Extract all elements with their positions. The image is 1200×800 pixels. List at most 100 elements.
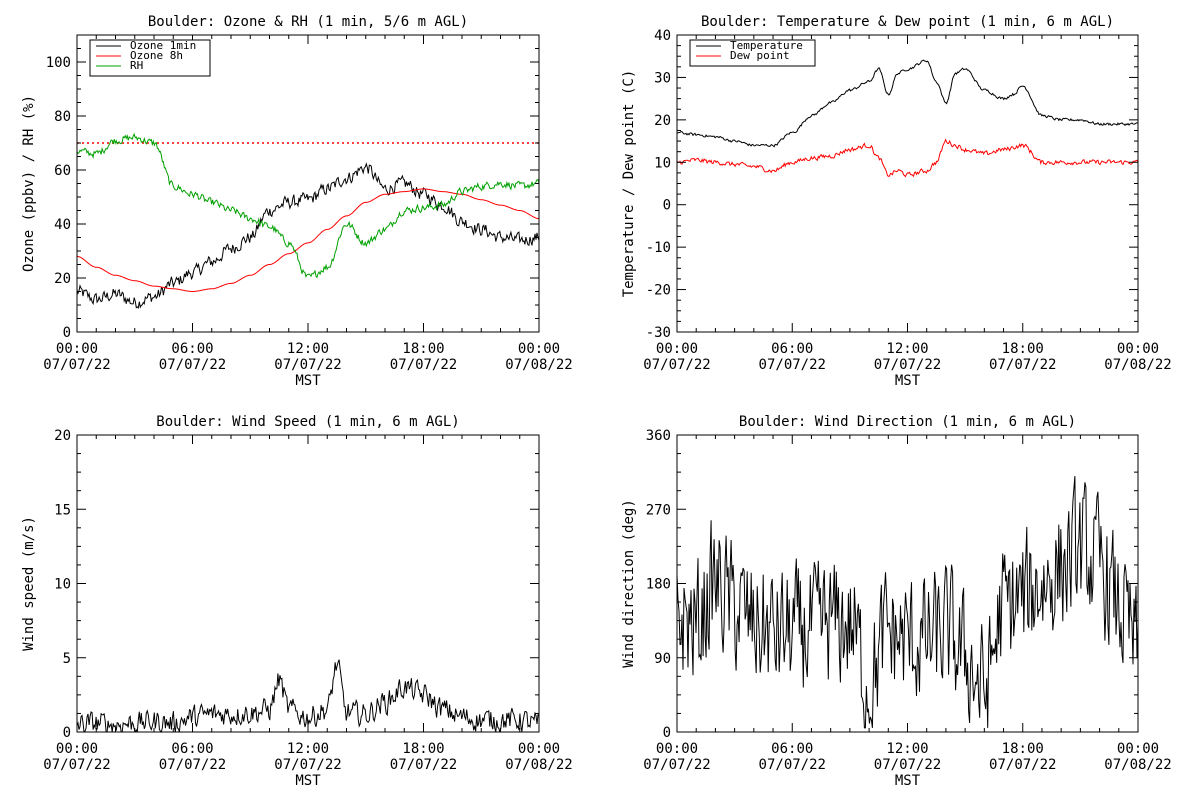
x-tick-time: 12:00 — [287, 341, 329, 357]
series-group — [677, 59, 1138, 178]
plot-frame — [676, 434, 1139, 733]
y-tick-label: 40 — [54, 217, 71, 233]
legend-label: Ozone 1min — [130, 39, 196, 52]
x-tick-date: 07/07/22 — [390, 357, 457, 373]
x-tick-time: 06:00 — [171, 341, 213, 357]
x-tick-date: 07/08/22 — [505, 357, 572, 373]
series-group — [77, 659, 539, 732]
x-tick-time: 06:00 — [771, 341, 813, 357]
legend-label: RH — [130, 59, 143, 72]
x-axis-label: MST — [295, 373, 321, 389]
series-line-ozone-8h — [77, 188, 539, 292]
x-tick-time: 12:00 — [287, 741, 329, 757]
x-tick-date: 07/08/22 — [1104, 357, 1171, 373]
y-tick-label: 10 — [54, 577, 71, 593]
x-tick-time: 00:00 — [518, 341, 560, 357]
x-tick-time: 12:00 — [886, 741, 928, 757]
x-tick-date: 07/07/22 — [43, 757, 110, 773]
x-tick-time: 18:00 — [402, 741, 444, 757]
x-tick-time: 06:00 — [771, 741, 813, 757]
x-tick-date: 07/08/22 — [1104, 757, 1171, 773]
y-tick-label: -20 — [646, 283, 671, 299]
x-tick-date: 07/07/22 — [43, 357, 110, 373]
x-tick-time: 00:00 — [56, 741, 98, 757]
x-tick-date: 07/07/22 — [874, 757, 941, 773]
y-tick-label: 80 — [54, 109, 71, 125]
y-axis-label: Ozone (ppbv) / RH (%) — [21, 95, 37, 272]
chart-winddir: Boulder: Wind Direction (1 min, 6 m AGL)… — [621, 414, 1172, 789]
x-tick-date: 07/07/22 — [874, 357, 941, 373]
plot-frame — [676, 34, 1139, 333]
chart-title: Boulder: Wind Speed (1 min, 6 m AGL) — [156, 414, 459, 430]
y-tick-label: 180 — [646, 577, 671, 593]
series-line-dew-point — [677, 138, 1138, 178]
x-tick-date: 07/08/22 — [505, 757, 572, 773]
y-tick-label: 20 — [654, 113, 671, 129]
y-tick-label: 0 — [663, 725, 671, 741]
x-axis-label: MST — [895, 373, 921, 389]
x-tick-date: 07/07/22 — [759, 757, 826, 773]
x-tick-time: 00:00 — [656, 741, 698, 757]
x-tick-time: 00:00 — [1117, 741, 1159, 757]
y-axis-label: Wind direction (deg) — [621, 499, 637, 668]
series-line-rh — [77, 132, 539, 279]
y-tick-label: -10 — [646, 240, 671, 256]
x-tick-date: 07/07/22 — [643, 757, 710, 773]
x-tick-date: 07/07/22 — [989, 357, 1056, 373]
chart-temperature: Boulder: Temperature & Dew point (1 min,… — [621, 14, 1172, 389]
x-tick-time: 00:00 — [518, 741, 560, 757]
y-axis-label: Temperature / Dew point (C) — [621, 70, 637, 298]
series-line-ozone-1min — [77, 162, 539, 309]
series-line-temperature — [677, 59, 1138, 148]
x-tick-date: 07/07/22 — [159, 357, 226, 373]
y-tick-label: 30 — [654, 70, 671, 86]
y-tick-label: 0 — [63, 325, 71, 341]
x-tick-date: 07/07/22 — [274, 757, 341, 773]
y-tick-label: 40 — [654, 28, 671, 44]
x-tick-time: 18:00 — [1002, 741, 1044, 757]
y-axis-label: Wind speed (m/s) — [21, 516, 37, 651]
x-tick-time: 12:00 — [886, 341, 928, 357]
y-tick-label: 0 — [63, 725, 71, 741]
x-tick-time: 06:00 — [171, 741, 213, 757]
x-tick-date: 07/07/22 — [159, 757, 226, 773]
y-tick-label: -30 — [646, 325, 671, 341]
x-tick-time: 00:00 — [56, 341, 98, 357]
chart-title: Boulder: Ozone & RH (1 min, 5/6 m AGL) — [148, 14, 468, 30]
series-group — [77, 132, 539, 309]
chart-title: Boulder: Wind Direction (1 min, 6 m AGL) — [739, 414, 1076, 430]
x-tick-time: 00:00 — [656, 341, 698, 357]
y-tick-label: 270 — [646, 502, 671, 518]
y-tick-label: 360 — [646, 428, 671, 444]
series-group — [677, 476, 1138, 729]
y-tick-label: 10 — [654, 155, 671, 171]
x-tick-date: 07/07/22 — [274, 357, 341, 373]
x-axis-label: MST — [895, 773, 921, 789]
legend-label: Ozone 8h — [130, 49, 183, 62]
plot-frame — [76, 34, 540, 333]
chart-title: Boulder: Temperature & Dew point (1 min,… — [701, 14, 1114, 30]
y-tick-label: 20 — [54, 428, 71, 444]
x-tick-time: 00:00 — [1117, 341, 1159, 357]
y-tick-label: 100 — [46, 55, 71, 71]
y-tick-label: 60 — [54, 163, 71, 179]
y-tick-label: 20 — [54, 271, 71, 287]
x-tick-date: 07/07/22 — [759, 357, 826, 373]
legend-label: Temperature — [730, 39, 803, 52]
legend-box — [689, 39, 816, 67]
plot-frame — [76, 434, 540, 733]
x-axis-label: MST — [295, 773, 321, 789]
series-line-0 — [677, 476, 1138, 729]
series-line-0 — [77, 659, 539, 732]
y-tick-label: 0 — [663, 198, 671, 214]
x-tick-date: 07/07/22 — [643, 357, 710, 373]
x-tick-date: 07/07/22 — [989, 757, 1056, 773]
legend-label: Dew point — [730, 49, 790, 62]
x-tick-date: 07/07/22 — [390, 757, 457, 773]
x-tick-time: 18:00 — [402, 341, 444, 357]
y-tick-label: 5 — [63, 651, 71, 667]
chart-ozone: Boulder: Ozone & RH (1 min, 5/6 m AGL) 0 2… — [21, 14, 573, 389]
